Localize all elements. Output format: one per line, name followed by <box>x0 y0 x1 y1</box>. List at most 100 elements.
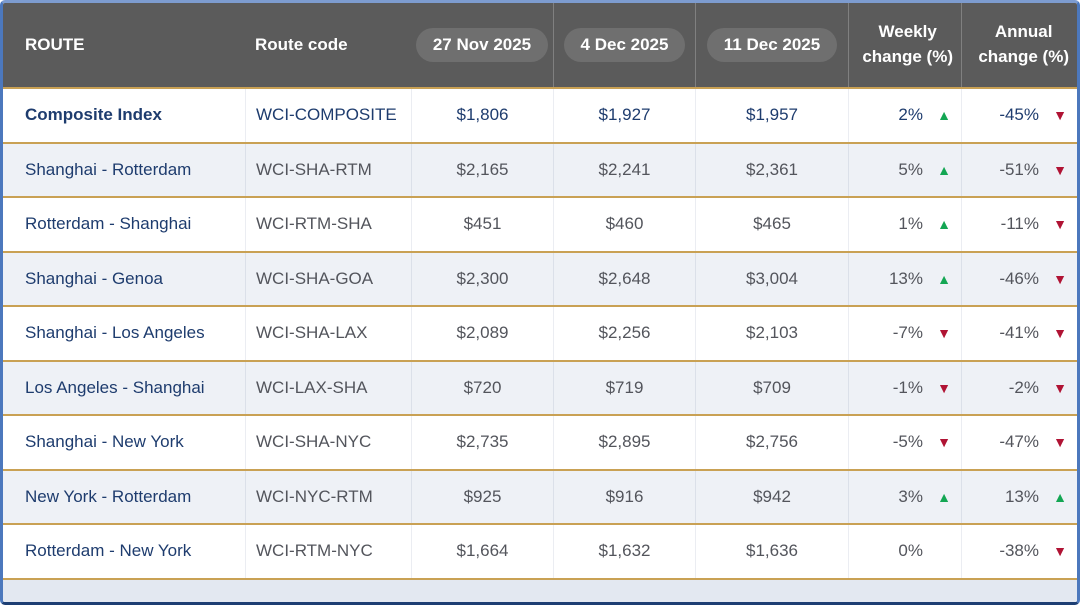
annual-change-cell: -51% ▼ <box>961 143 1077 196</box>
route-code: WCI-COMPOSITE <box>245 89 411 142</box>
annual-change-value: -2% <box>1008 377 1039 397</box>
annual-change-arrow-icon: ▼ <box>1053 434 1067 451</box>
annual-change-value: -38% <box>999 541 1039 561</box>
weekly-change-arrow-icon: ▲ <box>937 161 951 178</box>
price-4dec: $1,927 <box>553 89 695 142</box>
price-11dec: $2,361 <box>695 143 848 196</box>
weekly-change-value: 1% <box>898 214 923 234</box>
route-name: Rotterdam - Shanghai <box>25 214 192 234</box>
weekly-change-arrow-icon: ▲ <box>937 488 951 505</box>
header-route-code-label: Route code <box>255 35 348 54</box>
date-pill: 11 Dec 2025 <box>706 28 838 62</box>
price-4dec: $460 <box>553 198 695 251</box>
price-27nov: $2,735 <box>411 416 553 469</box>
route-code: WCI-NYC-RTM <box>245 470 411 523</box>
price-4dec: $916 <box>553 470 695 523</box>
annual-change-cell: -47% ▼ <box>961 416 1077 469</box>
price-27nov: $1,806 <box>411 89 553 142</box>
price-11dec: $2,756 <box>695 416 848 469</box>
weekly-change-arrow-icon: ▲ <box>937 107 951 124</box>
price-27nov: $2,300 <box>411 252 553 305</box>
annual-change-arrow-icon: ▲ <box>1053 488 1067 505</box>
table-row: Shanghai - New York WCI-SHA-NYC $2,735 $… <box>3 416 1077 471</box>
annual-change-cell: -2% ▼ <box>961 361 1077 414</box>
weekly-change-cell: 2% ▲ <box>848 89 961 142</box>
price-27nov: $451 <box>411 198 553 251</box>
header-weekly-change-label: Weekly change (%) <box>862 20 953 69</box>
weekly-change-cell: -5% ▼ <box>848 416 961 469</box>
route-code: WCI-SHA-NYC <box>245 416 411 469</box>
annual-change-cell: -41% ▼ <box>961 307 1077 360</box>
price-4dec: $1,632 <box>553 525 695 578</box>
weekly-change-arrow-icon: ▼ <box>937 325 951 342</box>
price-11dec: $709 <box>695 361 848 414</box>
price-11dec: $465 <box>695 198 848 251</box>
annual-change-value: 13% <box>1004 486 1039 506</box>
annual-change-arrow-icon: ▼ <box>1053 379 1067 396</box>
price-4dec: $2,895 <box>553 416 695 469</box>
header-annual-change-label: Annual change (%) <box>978 20 1069 69</box>
route-name: Los Angeles - Shanghai <box>25 377 205 397</box>
weekly-change-arrow-icon: ▲ <box>937 270 951 287</box>
annual-change-arrow-icon: ▼ <box>1053 107 1067 124</box>
weekly-label-line2: change (%) <box>862 47 953 66</box>
table-row: Rotterdam - New York WCI-RTM-NYC $1,664 … <box>3 525 1077 580</box>
annual-label-line1: Annual <box>994 22 1053 42</box>
price-4dec: $719 <box>553 361 695 414</box>
header-date-27nov: 27 Nov 2025 <box>411 3 553 87</box>
route-name: Shanghai - Genoa <box>25 268 163 288</box>
annual-change-value: -45% <box>999 105 1039 125</box>
price-11dec: $3,004 <box>695 252 848 305</box>
annual-change-value: -46% <box>999 268 1039 288</box>
table-row: Shanghai - Rotterdam WCI-SHA-RTM $2,165 … <box>3 143 1077 198</box>
annual-change-cell: -11% ▼ <box>961 198 1077 251</box>
table-row: Los Angeles - Shanghai WCI-LAX-SHA $720 … <box>3 361 1077 416</box>
header-weekly-change: Weekly change (%) <box>848 3 961 87</box>
price-4dec: $2,256 <box>553 307 695 360</box>
weekly-change-cell: 5% ▲ <box>848 143 961 196</box>
header-route-label: ROUTE <box>25 35 85 54</box>
annual-change-arrow-icon: ▼ <box>1053 216 1067 233</box>
table-row: New York - Rotterdam WCI-NYC-RTM $925 $9… <box>3 470 1077 525</box>
weekly-change-value: 13% <box>888 268 923 288</box>
route-name: Shanghai - Los Angeles <box>25 323 205 343</box>
date-pill: 27 Nov 2025 <box>415 28 549 62</box>
table-row: Shanghai - Los Angeles WCI-SHA-LAX $2,08… <box>3 307 1077 362</box>
weekly-change-value: 0% <box>898 541 923 561</box>
route-name: New York - Rotterdam <box>25 486 192 506</box>
table-row: Shanghai - Genoa WCI-SHA-GOA $2,300 $2,6… <box>3 252 1077 307</box>
annual-change-value: -11% <box>1000 214 1039 234</box>
price-11dec: $1,957 <box>695 89 848 142</box>
weekly-change-cell: -7% ▼ <box>848 307 961 360</box>
annual-change-arrow-icon: ▼ <box>1053 161 1067 178</box>
weekly-change-value: 3% <box>898 486 923 506</box>
header-annual-change: Annual change (%) <box>961 3 1077 87</box>
price-11dec: $2,103 <box>695 307 848 360</box>
route-code: WCI-SHA-GOA <box>245 252 411 305</box>
route-code: WCI-SHA-LAX <box>245 307 411 360</box>
price-27nov: $720 <box>411 361 553 414</box>
weekly-change-cell: 1% ▲ <box>848 198 961 251</box>
weekly-change-cell: -1% ▼ <box>848 361 961 414</box>
route-code: WCI-SHA-RTM <box>245 143 411 196</box>
header-route-code: Route code <box>245 3 411 87</box>
price-4dec: $2,648 <box>553 252 695 305</box>
header-route: ROUTE <box>3 3 245 87</box>
price-27nov: $2,089 <box>411 307 553 360</box>
weekly-change-value: 2% <box>898 105 923 125</box>
annual-change-arrow-icon: ▼ <box>1053 325 1067 342</box>
price-11dec: $1,636 <box>695 525 848 578</box>
header-date-4dec: 4 Dec 2025 <box>553 3 695 87</box>
annual-label-line2: change (%) <box>978 47 1069 66</box>
annual-change-cell: -45% ▼ <box>961 89 1077 142</box>
annual-change-cell: -46% ▼ <box>961 252 1077 305</box>
weekly-change-value: -5% <box>892 432 923 452</box>
weekly-change-cell: 3% ▲ <box>848 470 961 523</box>
price-27nov: $2,165 <box>411 143 553 196</box>
weekly-change-arrow-icon: ▼ <box>937 434 951 451</box>
annual-change-cell: -38% ▼ <box>961 525 1077 578</box>
header-date-11dec: 11 Dec 2025 <box>695 3 848 87</box>
route-name: Shanghai - Rotterdam <box>25 159 192 179</box>
annual-change-arrow-icon: ▼ <box>1053 270 1067 287</box>
